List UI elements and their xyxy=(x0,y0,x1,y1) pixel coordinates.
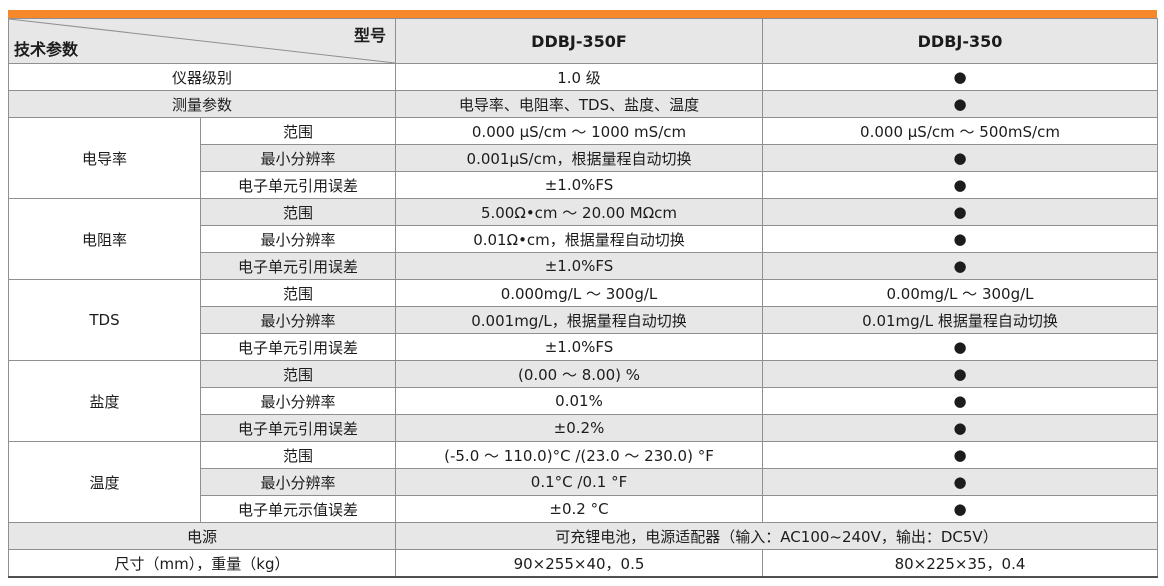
sub-parameter-label: 电子单元引用误差 xyxy=(200,252,396,280)
sub-parameter-label: 最小分辨率 xyxy=(200,144,396,172)
spec-value: (0.00 ～ 8.00) % xyxy=(395,360,763,388)
supported-dot: ● xyxy=(762,252,1158,280)
supported-dot: ● xyxy=(762,333,1158,361)
spec-sheet: 型号 技术参数 DDBJ-350F DDBJ-350 仪器级别 1.0 级 ● 测量参… xyxy=(8,10,1158,578)
table-row: 电子单元引用误差 ±0.2% ● xyxy=(9,414,1158,442)
sub-parameter-label: 范围 xyxy=(200,279,396,307)
table-row: 测量参数 电导率、电阻率、TDS、盐度、温度 ● xyxy=(8,90,1158,118)
parameter-group-label: 温度 xyxy=(8,441,201,523)
supported-dot: ● xyxy=(762,225,1158,253)
sub-parameter-label: 电子单元示值误差 xyxy=(200,495,396,523)
parameter-label: 测量参数 xyxy=(8,90,396,118)
sub-parameter-label: 最小分辨率 xyxy=(200,306,396,334)
spec-value: ±1.0%FS xyxy=(395,252,763,280)
table-row: 电阻率 范围 5.00Ω•cm ～ 20.00 MΩcm ● xyxy=(8,198,1158,280)
table-row: 电子单元引用误差 ±1.0%FS ● xyxy=(9,252,1158,280)
supported-dot: ● xyxy=(762,468,1158,496)
sub-parameter-label: 最小分辨率 xyxy=(200,387,396,415)
spec-value: 0.000mg/L ～ 300g/L xyxy=(395,279,763,307)
table-row: 电源 可充锂电池，电源适配器（输入：AC100~240V，输出：DC5V） xyxy=(8,522,1158,550)
spec-value: 0.000 μS/cm ～ 1000 mS/cm xyxy=(395,117,763,145)
table-row: 电子单元引用误差 ±1.0%FS ● xyxy=(9,333,1158,361)
parameter-label: 尺寸（mm），重量（kg） xyxy=(8,549,396,578)
supported-dot: ● xyxy=(762,90,1158,118)
supported-dot: ● xyxy=(762,171,1158,199)
spec-value: 可充锂电池，电源适配器（输入：AC100~240V，输出：DC5V） xyxy=(395,522,1158,550)
spec-value: 0.01mg/L 根据量程自动切换 xyxy=(762,306,1158,334)
supported-dot: ● xyxy=(762,198,1158,226)
supported-dot: ● xyxy=(762,63,1158,91)
header-row: 型号 技术参数 DDBJ-350F DDBJ-350 xyxy=(8,18,1158,64)
sub-parameter-label: 电子单元引用误差 xyxy=(200,414,396,442)
spec-value: (-5.0 ～ 110.0)°C /(23.0 ～ 230.0) °F xyxy=(395,441,763,469)
parameter-label: 仪器级别 xyxy=(8,63,396,91)
sub-parameter-label: 电子单元引用误差 xyxy=(200,333,396,361)
spec-value: 0.00mg/L ～ 300g/L xyxy=(762,279,1158,307)
sub-parameter-label: 范围 xyxy=(200,360,396,388)
parameter-group-label: TDS xyxy=(8,279,201,361)
table-row: 最小分辨率 0.01% ● xyxy=(9,387,1158,415)
spec-value: 1.0 级 xyxy=(395,63,763,91)
spec-value: 0.001mg/L，根据量程自动切换 xyxy=(395,306,763,334)
corner-label-model: 型号 xyxy=(353,26,386,45)
column-header-ddbj-350: DDBJ-350 xyxy=(762,18,1158,64)
spec-value: ±0.2% xyxy=(395,414,763,442)
supported-dot: ● xyxy=(762,414,1158,442)
table-row: 温度 范围 (-5.0 ～ 110.0)°C /(23.0 ～ 230.0) °F ● xyxy=(8,441,1158,523)
spec-value: ±0.2 °C xyxy=(395,495,763,523)
spec-value: 0.01% xyxy=(395,387,763,415)
table-row: TDS 范围 0.000mg/L ～ 300g/L 0.00mg/L ～ 300g/L xyxy=(8,279,1158,361)
accent-bar xyxy=(8,10,1157,18)
supported-dot: ● xyxy=(762,144,1158,172)
sub-parameter-label: 最小分辨率 xyxy=(200,225,396,253)
column-header-ddbj-350f: DDBJ-350F xyxy=(395,18,763,64)
supported-dot: ● xyxy=(762,441,1158,469)
spec-value: 电导率、电阻率、TDS、盐度、温度 xyxy=(395,90,763,118)
corner-label-parameters: 技术参数 xyxy=(14,40,79,59)
table-row: 尺寸（mm），重量（kg） 90×255×40，0.5 80×225×35，0.4 xyxy=(8,549,1158,578)
corner-cell: 型号 技术参数 xyxy=(8,18,396,64)
spec-value: 0.001μS/cm，根据量程自动切换 xyxy=(395,144,763,172)
table-row: 仪器级别 1.0 级 ● xyxy=(8,63,1158,91)
spec-value: 80×225×35，0.4 xyxy=(762,549,1158,578)
spec-value: 0.01Ω•cm，根据量程自动切换 xyxy=(395,225,763,253)
parameter-group-label: 电阻率 xyxy=(8,198,201,280)
spec-value: ±1.0%FS xyxy=(395,333,763,361)
spec-value: 0.000 μS/cm ～ 500mS/cm xyxy=(762,117,1158,145)
spec-value: 0.1°C /0.1 °F xyxy=(395,468,763,496)
sub-parameter-label: 电子单元引用误差 xyxy=(200,171,396,199)
sub-parameter-label: 范围 xyxy=(200,117,396,145)
sub-parameter-label: 最小分辨率 xyxy=(200,468,396,496)
parameter-group-label: 盐度 xyxy=(8,360,201,442)
supported-dot: ● xyxy=(762,387,1158,415)
diagonal-divider xyxy=(9,19,395,63)
supported-dot: ● xyxy=(762,360,1158,388)
table-row: 盐度 范围 (0.00 ～ 8.00) % ● xyxy=(8,360,1158,442)
sub-parameter-label: 范围 xyxy=(200,441,396,469)
spec-value: ±1.0%FS xyxy=(395,171,763,199)
spec-table: 型号 技术参数 DDBJ-350F DDBJ-350 仪器级别 1.0 级 ● 测量参… xyxy=(8,18,1158,578)
parameter-label: 电源 xyxy=(8,522,396,550)
spec-value: 5.00Ω•cm ～ 20.00 MΩcm xyxy=(395,198,763,226)
supported-dot: ● xyxy=(762,495,1158,523)
spec-value: 90×255×40，0.5 xyxy=(395,549,763,578)
sub-parameter-label: 范围 xyxy=(200,198,396,226)
table-row: 电导率 范围 0.000 μS/cm ～ 1000 mS/cm 0.000 μS/cm… xyxy=(8,117,1158,199)
table-row: 最小分辨率 0.1°C /0.1 °F ● xyxy=(9,468,1158,496)
parameter-group-label: 电导率 xyxy=(8,117,201,199)
